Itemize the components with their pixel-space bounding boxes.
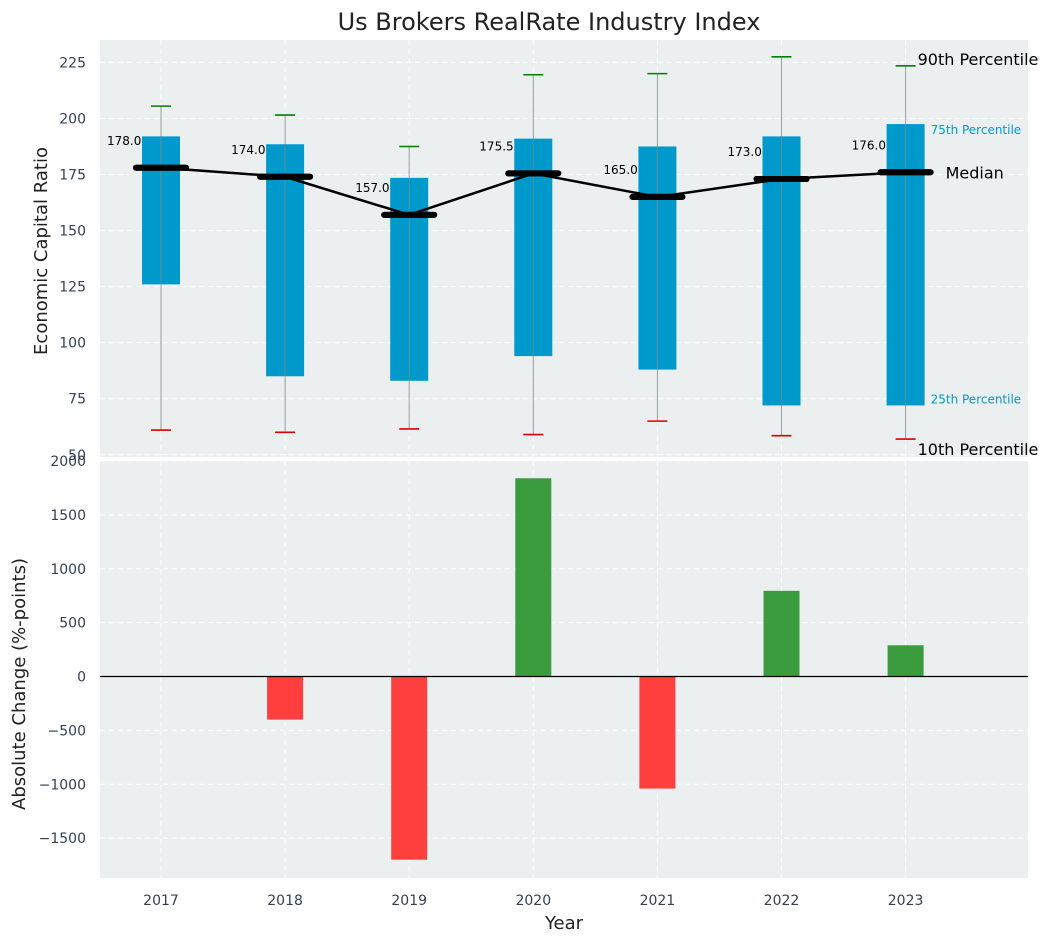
top-y-tick-label: 200 [59, 111, 86, 127]
top-y-tick-label: 225 [59, 55, 86, 71]
annotation-p10: 10th Percentile [918, 440, 1039, 459]
chart-title: Us Brokers RealRate Industry Index [338, 8, 761, 36]
top-y-tick-label: 75 [68, 392, 86, 408]
x-tick-label: 2023 [888, 893, 924, 909]
bottom-y-axis-label: Absolute Change (%-points) [9, 558, 30, 810]
bottom-y-tick-label: 2000 [50, 454, 86, 470]
median-trend [133, 164, 934, 218]
change-bars [267, 478, 924, 860]
bottom-y-ticks: −1500 −1000 −500 0 500 1000 1500 2000 [39, 454, 86, 847]
x-tick-label: 2022 [764, 893, 800, 909]
box-2018: 174.0 [231, 114, 314, 434]
bar-2019 [391, 676, 428, 860]
annotation-p25: 25th Percentile [931, 392, 1022, 406]
bottom-y-tick-label: −1000 [39, 777, 86, 793]
top-plot-background [100, 40, 1028, 457]
bar-2023 [887, 645, 924, 677]
x-tick-label: 2019 [391, 893, 427, 909]
median-label: 174.0 [231, 143, 265, 157]
median-label: 165.0 [603, 163, 637, 177]
median-label: 176.0 [852, 138, 886, 152]
bar-2018 [267, 676, 304, 720]
top-y-tick-label: 50 [68, 448, 86, 464]
x-tick-label: 2017 [143, 893, 179, 909]
top-y-ticks: 50 75 100 125 150 175 200 225 [59, 55, 86, 463]
x-tick-label: 2018 [267, 893, 303, 909]
box-series: 178.0 174.0 157.0 175.5 165.0 173.0 176.0 [107, 56, 934, 440]
x-axis-label: Year [544, 913, 584, 934]
top-y-tick-label: 100 [59, 336, 86, 352]
bar-2020 [515, 478, 552, 677]
percentile-annotations: 90th Percentile 75th Percentile Median 25th… [918, 50, 1039, 459]
x-ticks: 2017 2018 2019 2020 2021 2022 2023 [143, 893, 923, 909]
top-y-tick-label: 150 [59, 224, 86, 240]
median-label: 178.0 [107, 134, 141, 148]
bottom-y-tick-label: 500 [59, 616, 86, 632]
bottom-y-tick-label: −1500 [39, 831, 86, 847]
bottom-y-tick-label: 0 [77, 670, 86, 686]
bar-2021 [639, 676, 676, 789]
annotation-p90: 90th Percentile [918, 50, 1039, 69]
x-tick-label: 2021 [640, 893, 676, 909]
bottom-plot-background [100, 461, 1028, 878]
annotation-median: Median [946, 163, 1004, 182]
top-y-axis-label: Economic Capital Ratio [31, 147, 52, 355]
bottom-y-tick-label: −500 [48, 723, 86, 739]
median-label: 157.0 [355, 181, 389, 195]
bottom-y-tick-label: 1000 [50, 562, 86, 578]
annotation-p75: 75th Percentile [931, 123, 1022, 137]
bottom-y-tick-label: 1500 [50, 508, 86, 524]
top-y-tick-label: 175 [59, 168, 86, 184]
bar-2022 [763, 590, 800, 677]
box-2021: 165.0 [603, 72, 686, 422]
median-label: 173.0 [728, 145, 762, 159]
median-label: 175.5 [479, 139, 513, 153]
top-y-tick-label: 125 [59, 280, 86, 296]
x-tick-label: 2020 [515, 893, 551, 909]
box-2017: 178.0 [107, 105, 189, 431]
